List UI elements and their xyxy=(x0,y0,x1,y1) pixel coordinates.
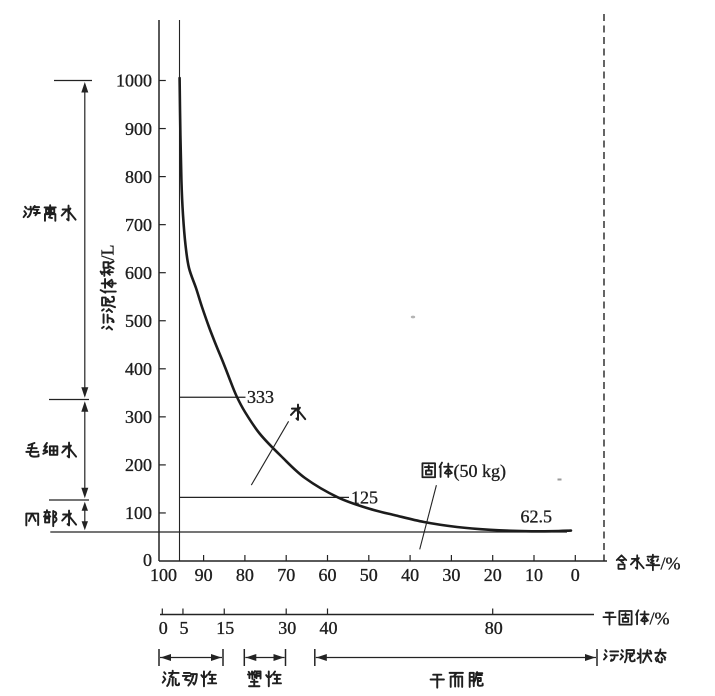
svg-text:/%: /% xyxy=(661,553,681,573)
svg-text:200: 200 xyxy=(125,455,152,475)
svg-text:100: 100 xyxy=(125,503,152,523)
svg-text:90: 90 xyxy=(195,565,213,585)
svg-text:900: 900 xyxy=(125,119,152,139)
svg-text:0: 0 xyxy=(159,618,168,638)
svg-text:/%: /% xyxy=(650,608,670,628)
svg-text:30: 30 xyxy=(278,618,296,638)
svg-text:5: 5 xyxy=(179,618,188,638)
svg-text:100: 100 xyxy=(150,565,177,585)
svg-text:0: 0 xyxy=(143,550,152,570)
svg-text:62.5: 62.5 xyxy=(521,507,553,527)
svg-text:60: 60 xyxy=(319,565,337,585)
svg-text:80: 80 xyxy=(236,565,254,585)
svg-text:800: 800 xyxy=(125,167,152,187)
svg-text:10: 10 xyxy=(525,565,543,585)
svg-text:50: 50 xyxy=(360,565,378,585)
svg-text:600: 600 xyxy=(125,263,152,283)
svg-text:300: 300 xyxy=(125,407,152,427)
svg-text:700: 700 xyxy=(125,215,152,235)
svg-text:(50 kg): (50 kg) xyxy=(454,461,507,482)
svg-text:400: 400 xyxy=(125,359,152,379)
svg-text:0: 0 xyxy=(571,565,580,585)
svg-text:20: 20 xyxy=(484,565,502,585)
svg-text:/L: /L xyxy=(98,245,118,261)
svg-text:40: 40 xyxy=(401,565,419,585)
svg-text:30: 30 xyxy=(442,565,460,585)
svg-text:80: 80 xyxy=(485,618,503,638)
svg-text:333: 333 xyxy=(247,387,274,407)
svg-text:500: 500 xyxy=(125,311,152,331)
svg-text:40: 40 xyxy=(320,618,338,638)
svg-text:15: 15 xyxy=(216,618,234,638)
svg-text:1000: 1000 xyxy=(116,71,152,91)
svg-text:125: 125 xyxy=(351,488,378,508)
svg-text:70: 70 xyxy=(277,565,295,585)
